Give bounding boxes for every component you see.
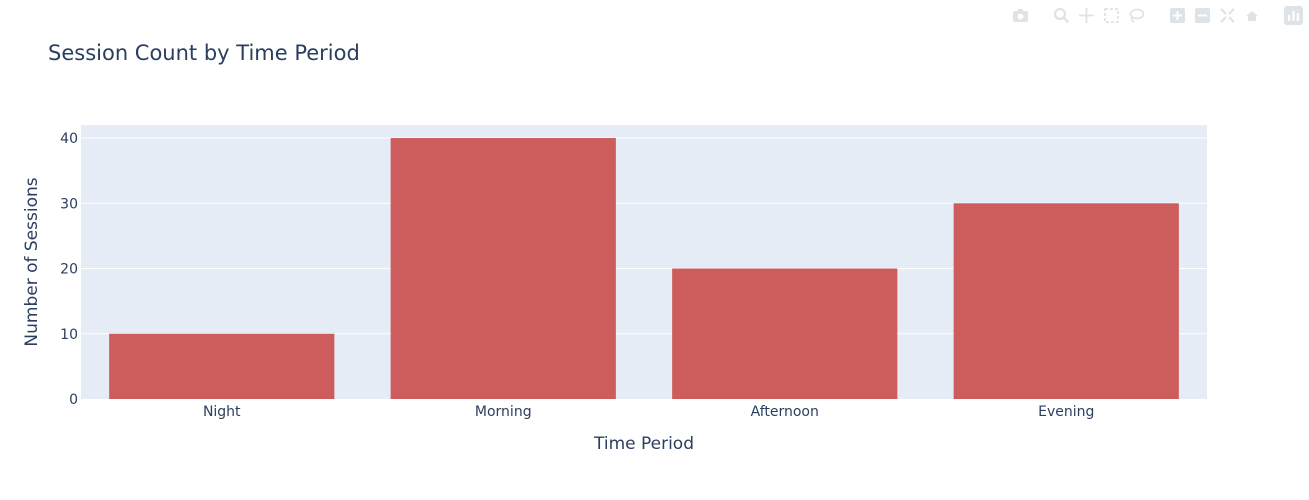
zoom-out-icon[interactable] <box>1193 6 1212 25</box>
bar-night[interactable] <box>109 333 335 399</box>
y-tick-label: 20 <box>60 262 78 278</box>
bar-morning[interactable] <box>390 138 616 400</box>
lasso-select-icon[interactable] <box>1127 6 1146 25</box>
camera-icon[interactable] <box>1011 6 1030 25</box>
bar-afternoon[interactable] <box>672 268 898 399</box>
y-axis-title: Number of Sessions <box>22 177 42 346</box>
plotly-logo-icon[interactable] <box>1284 5 1303 25</box>
x-tick-label: Morning <box>475 404 532 420</box>
x-tick-label: Afternoon <box>751 404 819 420</box>
autoscale-icon[interactable] <box>1218 6 1237 25</box>
bar-evening[interactable] <box>953 203 1179 399</box>
x-tick-label: Evening <box>1038 404 1094 420</box>
modebar <box>1011 4 1303 26</box>
zoom-icon[interactable] <box>1052 6 1071 25</box>
y-tick-label: 40 <box>60 131 78 147</box>
chart-title: Session Count by Time Period <box>48 41 360 65</box>
pan-icon[interactable] <box>1077 6 1096 25</box>
x-axis-title: Time Period <box>593 434 694 454</box>
y-tick-label: 0 <box>69 392 78 408</box>
zoom-in-icon[interactable] <box>1168 6 1187 25</box>
reset-axes-icon[interactable] <box>1243 6 1262 25</box>
x-tick-label: Night <box>203 404 241 420</box>
bars <box>109 138 1179 400</box>
y-tick-label: 10 <box>60 327 78 343</box>
y-tick-labels: 0 10 20 30 40 <box>60 131 78 408</box>
y-tick-label: 30 <box>60 196 78 212</box>
box-select-icon[interactable] <box>1102 6 1121 25</box>
x-tick-labels: Night Morning Afternoon Evening <box>203 404 1094 420</box>
